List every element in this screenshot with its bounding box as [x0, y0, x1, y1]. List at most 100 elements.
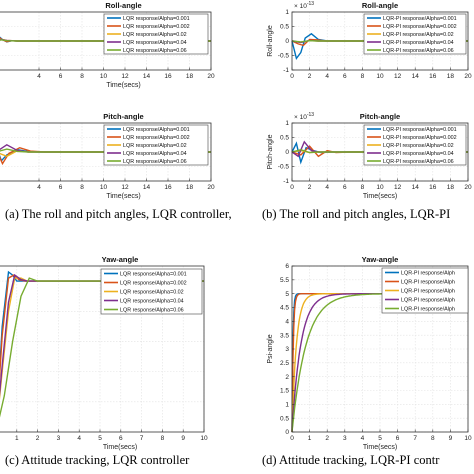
x-tick-label: 5 — [378, 435, 382, 442]
legend-entry-5: LQR-PI response/Alpha=0.06 — [383, 48, 454, 54]
x-tick-label: 2 — [36, 435, 40, 442]
legend-entry-1: LQR-PI response/Alpha=0.001 — [383, 16, 457, 22]
y-tick-label: 1 — [285, 9, 289, 16]
y-tick-label: 1.5 — [280, 388, 289, 395]
x-tick-label: 6 — [59, 73, 63, 80]
x-tick-label: 10 — [100, 73, 108, 80]
x-tick-label: 6 — [343, 73, 347, 80]
y-tick-label: 5 — [285, 291, 289, 298]
legend-entry-4: LQR response/Alpha=0.04 — [120, 299, 184, 305]
legend-entry-3: LQR response/Alpha=0.02 — [123, 32, 187, 38]
legend-entry-3: LQR response/Alpha=0.02 — [123, 143, 187, 149]
y-tick-label: 0.5 — [280, 24, 289, 31]
x-tick-label: 2 — [308, 73, 312, 80]
legend-box — [100, 268, 203, 315]
x-tick-label: 6 — [343, 184, 347, 191]
x-tick-label: 16 — [164, 184, 172, 191]
y-tick-label: 0 — [285, 38, 289, 45]
x-tick-label: 16 — [429, 184, 437, 191]
x-tick-label: 10 — [376, 184, 384, 191]
y-tick-label: 1 — [285, 120, 289, 127]
y-tick-label: -1 — [283, 67, 289, 74]
x-tick-label: 8 — [361, 73, 365, 80]
x-tick-label: 9 — [449, 435, 453, 442]
x-tick-label: 20 — [207, 73, 215, 80]
y-tick-label: 2 — [285, 374, 289, 381]
y-axis-label: Pitch-angle — [267, 134, 274, 169]
legend-entry-1: LQR response/Alpha=0.001 — [123, 127, 190, 133]
chart-title: Yaw-angle — [102, 255, 139, 264]
chart-title: Roll-angle — [362, 1, 398, 10]
x-tick-label: 12 — [394, 184, 402, 191]
caption-a: (a) The roll and pitch angles, LQR contr… — [5, 207, 232, 221]
x-tick-label: 0 — [290, 184, 294, 191]
chart-d-yaw: 0 1 2 3 4 5 6 7 8 9 10 0 0.5 1 1.5 2 2.5 3 3.5 4 4.5 5 5.5 6 Yaw… — [267, 255, 472, 451]
legend-entry-1: LQR-PI response/Alpha=0.001 — [383, 127, 457, 133]
chart-title: Roll-angle — [105, 1, 141, 10]
x-axis-label: Time(secs) — [363, 444, 397, 451]
x-tick-label: 6 — [59, 184, 63, 191]
y-tick-label: 4.5 — [280, 305, 289, 312]
x-tick-label: 20 — [464, 73, 472, 80]
x-tick-label: 4 — [325, 184, 329, 191]
x-tick-label: 0 — [290, 73, 294, 80]
legend-entry-2: LQR response/Alpha=0.002 — [123, 24, 190, 30]
x-tick-label: 16 — [429, 73, 437, 80]
x-tick-label: 12 — [121, 184, 129, 191]
x-axis-label: Time(secs) — [103, 444, 137, 451]
legend: LQR-PI response/Alph LQR-PI response/Alph… — [381, 267, 469, 314]
x-tick-label: 4 — [77, 435, 81, 442]
x-tick-label: 10 — [464, 435, 472, 442]
x-tick-label: 18 — [447, 73, 455, 80]
x-tick-label: 20 — [464, 184, 472, 191]
legend-entry-5: LQR-PI response/Alpha=0.06 — [383, 159, 454, 165]
x-tick-label: 1 — [308, 435, 312, 442]
x-tick-label: 8 — [431, 435, 435, 442]
y-tick-label: -0.5 — [278, 164, 290, 171]
caption-b: (b) The roll and pitch angles, LQR-PI — [262, 207, 451, 221]
x-tick-label: 12 — [121, 73, 129, 80]
legend-entry-2: LQR-PI response/Alpha=0.002 — [383, 24, 457, 30]
y-tick-label: -0.5 — [278, 53, 290, 60]
legend-entry-1: LQR response/Alpha=0.001 — [123, 16, 190, 22]
legend: LQR response/Alpha=0.001 LQR response/Alp… — [100, 268, 203, 315]
chart-b-roll: 0 2 4 6 8 10 12 14 16 18 20 -1 -0.5 0 0.5 1 × 10-13 Roll-… — [267, 1, 472, 80]
legend-entry-5: LQR response/Alpha=0.06 — [123, 48, 187, 54]
x-tick-label: 16 — [164, 73, 172, 80]
y-tick-label: 3.5 — [280, 332, 289, 339]
x-tick-label: 14 — [143, 184, 151, 191]
y-tick-label: 0 — [285, 429, 289, 436]
chart-title: Pitch-angle — [103, 112, 143, 121]
legend-entry-2: LQR-PI response/Alpha=0.002 — [383, 135, 457, 141]
series-line-5 — [0, 277, 204, 418]
x-tick-label: 8 — [80, 73, 84, 80]
legend: LQR-PI response/Alpha=0.001 LQR-PI respon… — [363, 13, 467, 55]
y-tick-label: 0.5 — [280, 135, 289, 142]
y-tick-label: 3 — [285, 346, 289, 353]
x-axis-label: Time(secs) — [363, 193, 397, 200]
x-tick-label: 14 — [412, 184, 420, 191]
legend-entry-3: LQR-PI response/Alph — [401, 289, 455, 295]
legend: LQR response/Alpha=0.001 LQR response/Alp… — [103, 13, 209, 55]
x-tick-label: 3 — [57, 435, 61, 442]
y-tick-label: 1 — [285, 402, 289, 409]
y-exponent-label: × 10-13 — [294, 112, 314, 121]
x-tick-label: 2 — [308, 184, 312, 191]
x-tick-label: 6 — [396, 435, 400, 442]
series-line-5 — [0, 39, 211, 42]
x-tick-label: 4 — [37, 73, 41, 80]
x-tick-label: 4 — [361, 435, 365, 442]
x-tick-label: 0 — [290, 435, 294, 442]
x-tick-label: 18 — [186, 73, 194, 80]
legend-entry-1: LQR-PI response/Alph — [401, 271, 455, 277]
caption-c: (c) Attitude tracking, LQR controller — [5, 453, 190, 467]
x-axis-label: Time(secs) — [106, 82, 140, 89]
legend-entry-5: LQR-PI response/Alph — [401, 307, 455, 313]
x-tick-label: 9 — [181, 435, 185, 442]
y-tick-label: 0 — [285, 149, 289, 156]
x-tick-label: 6 — [119, 435, 123, 442]
x-tick-label: 14 — [412, 73, 420, 80]
x-tick-label: 4 — [325, 73, 329, 80]
caption-d: (d) Attitude tracking, LQR-PI contr — [262, 453, 440, 467]
